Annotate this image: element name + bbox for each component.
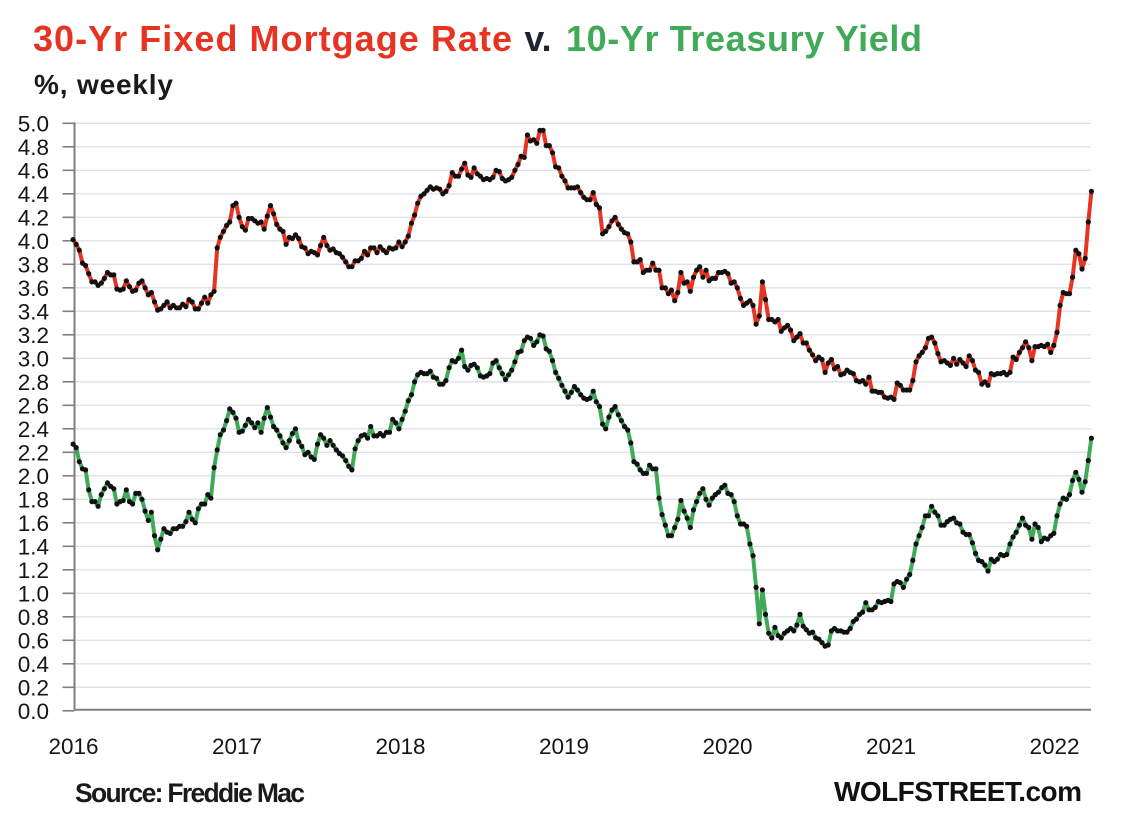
svg-text:0.6: 0.6 [18, 628, 49, 653]
svg-text:2021: 2021 [866, 734, 916, 759]
svg-text:2022: 2022 [1029, 734, 1079, 759]
svg-text:2020: 2020 [702, 734, 752, 759]
svg-text:1.8: 1.8 [18, 487, 49, 512]
svg-text:%, weekly: %, weekly [34, 69, 173, 100]
svg-text:2019: 2019 [539, 734, 589, 759]
svg-text:10-Yr Treasury Yield: 10-Yr Treasury Yield [566, 18, 922, 59]
svg-text:4.8: 4.8 [18, 135, 49, 160]
svg-text:2.0: 2.0 [18, 464, 49, 489]
svg-text:Source: Freddie Mac: Source: Freddie Mac [75, 778, 305, 808]
svg-text:2.8: 2.8 [18, 370, 49, 395]
svg-text:0.0: 0.0 [18, 699, 49, 724]
svg-text:0.2: 0.2 [18, 675, 49, 700]
svg-text:1.0: 1.0 [18, 581, 49, 606]
svg-text:3.4: 3.4 [18, 299, 49, 324]
svg-text:1.4: 1.4 [18, 534, 49, 559]
svg-text:0.8: 0.8 [18, 605, 49, 630]
svg-text:2.2: 2.2 [18, 440, 49, 465]
svg-text:2018: 2018 [375, 734, 425, 759]
svg-text:2016: 2016 [48, 734, 98, 759]
svg-text:5.0: 5.0 [18, 111, 49, 136]
svg-text:2017: 2017 [212, 734, 262, 759]
svg-text:3.8: 3.8 [18, 252, 49, 277]
svg-text:2.6: 2.6 [18, 393, 49, 418]
svg-text:3.0: 3.0 [18, 346, 49, 371]
svg-text:1.2: 1.2 [18, 558, 49, 583]
svg-text:WOLFSTREET.com: WOLFSTREET.com [834, 776, 1082, 807]
svg-text:30-Yr Fixed Mortgage Rate: 30-Yr Fixed Mortgage Rate [33, 18, 512, 59]
svg-text:2.4: 2.4 [18, 417, 49, 442]
svg-text:3.6: 3.6 [18, 276, 49, 301]
svg-text:1.6: 1.6 [18, 511, 49, 536]
svg-text:4.0: 4.0 [18, 229, 49, 254]
svg-text:4.2: 4.2 [18, 205, 49, 230]
svg-text:0.4: 0.4 [18, 652, 49, 677]
svg-text:4.6: 4.6 [18, 158, 49, 183]
svg-text:v.: v. [525, 18, 552, 59]
svg-text:3.2: 3.2 [18, 323, 49, 348]
svg-text:4.4: 4.4 [18, 182, 49, 207]
